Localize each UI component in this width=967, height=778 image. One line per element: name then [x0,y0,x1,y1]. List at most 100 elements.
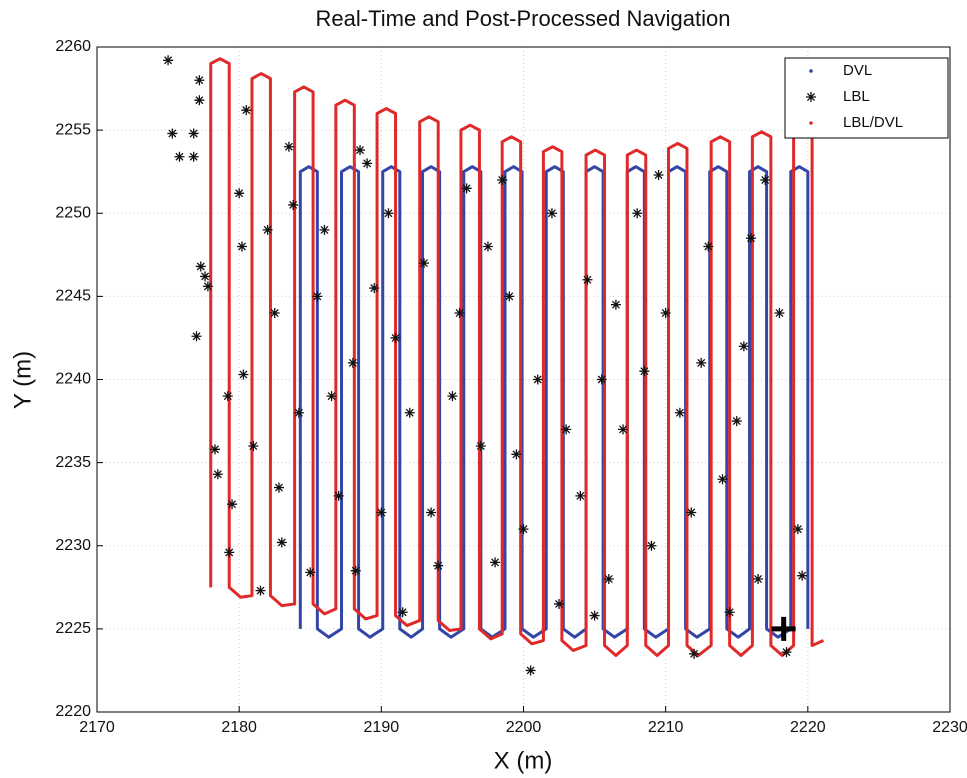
star-marker [646,540,657,551]
star-marker [355,145,366,156]
star-marker [174,151,185,162]
star-marker [546,208,557,219]
star-marker [660,308,671,318]
star-marker [797,570,808,581]
star-marker [383,208,394,219]
star-marker [717,474,728,485]
star-marker [209,444,220,455]
star-marker [269,308,280,318]
star-marker [738,341,749,352]
y-axis-label: Y (m) [9,351,36,409]
y-tick-label: 2255 [55,121,91,138]
star-marker [237,241,248,252]
star-marker [397,607,408,618]
star-marker [554,598,565,609]
star-marker [753,574,764,584]
star-marker [369,283,380,294]
x-tick-label: 2190 [364,719,400,736]
star-marker [582,274,593,285]
star-marker [163,55,174,66]
star-marker [686,507,697,518]
star-marker [362,158,373,169]
star-marker [238,369,249,380]
star-marker [376,507,387,518]
star-marker [632,208,643,219]
star-marker [262,224,273,235]
star-marker [255,585,266,596]
y-tick-label: 2245 [55,288,91,305]
star-marker [433,560,444,571]
star-marker [696,357,707,368]
star-marker [532,374,543,385]
star-marker [390,332,401,343]
x-tick-label: 2180 [221,719,257,736]
x-tick-label: 2230 [932,719,967,736]
star-marker [447,391,458,402]
star-marker [653,170,664,181]
star-marker [497,175,508,185]
series-line [209,57,825,657]
star-marker [724,607,735,618]
star-marker [482,241,493,252]
star-marker [188,151,199,162]
star-marker [333,490,344,501]
star-marker [191,331,202,342]
y-tick-label: 2235 [55,454,91,471]
y-tick-label: 2225 [55,620,91,637]
star-marker [273,482,284,493]
star-marker [504,291,515,302]
star-marker [350,565,361,576]
y-tick-label: 2260 [55,38,91,55]
highlight-marker [771,616,796,641]
star-marker [518,524,529,535]
star-marker [293,407,304,418]
star-marker [461,183,472,194]
star-marker [194,75,205,86]
star-marker [689,648,700,659]
star-marker [589,610,600,621]
star-marker [212,469,223,480]
legend-marker [809,69,813,73]
chart-title: Real-Time and Post-Processed Navigation [316,6,731,31]
y-tick-label: 2240 [55,371,91,388]
legend-label: LBL [843,88,870,105]
star-marker [575,490,586,501]
legend-label: DVL [843,62,872,79]
star-marker [774,308,785,318]
legend-marker [806,92,816,102]
star-marker [792,524,803,535]
star-marker [194,95,205,106]
y-tick-label: 2250 [55,204,91,221]
legend-marker [809,121,813,125]
star-marker [760,175,771,185]
star-marker [610,299,621,310]
star-marker [288,199,299,210]
star-marker [276,537,287,548]
plot-frame [96,46,951,713]
star-marker [167,128,178,139]
star-marker [195,261,206,272]
star-marker [745,233,756,244]
star-marker [475,441,486,451]
star-marker [248,441,259,451]
star-marker [305,567,316,578]
star-marker [703,241,714,252]
star-marker [596,374,607,385]
star-marker [283,141,294,152]
x-tick-label: 2170 [79,719,115,736]
star-marker [454,308,465,318]
star-marker [426,507,437,518]
star-marker [781,647,792,658]
star-marker [511,449,522,460]
star-marker [202,281,213,292]
x-axis-label: X (m) [494,747,553,774]
star-marker [603,574,614,584]
star-marker [418,258,429,269]
legend-label: LBL/DVL [843,114,903,131]
y-tick-label: 2230 [55,537,91,554]
series-line [298,165,810,639]
star-marker [525,665,536,676]
star-marker [319,224,330,235]
star-marker [222,391,233,402]
